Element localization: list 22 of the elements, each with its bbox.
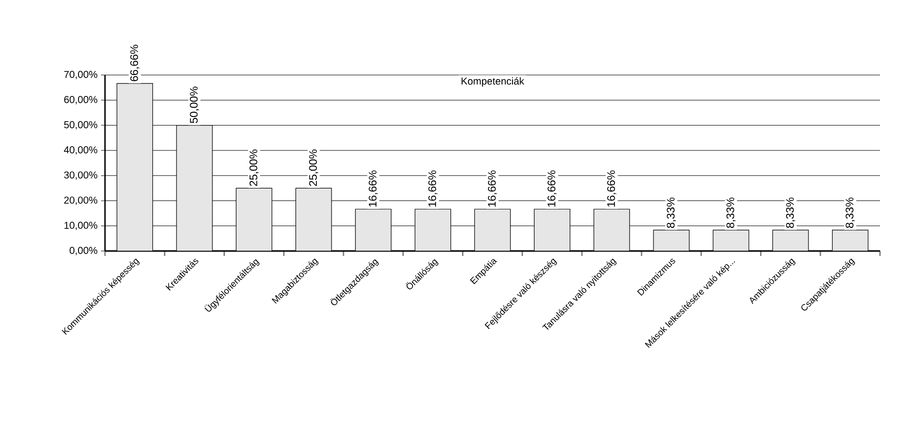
data-label: 25,00% bbox=[309, 150, 318, 186]
data-label: 50,00% bbox=[190, 86, 199, 124]
y-tick-label: 10,00% bbox=[64, 222, 98, 230]
data-label: 16,66% bbox=[368, 170, 378, 207]
y-tick-label: 40,00% bbox=[64, 146, 98, 155]
y-tick-label: 20,00% bbox=[64, 196, 98, 205]
y-tick-label: 50,00% bbox=[64, 121, 98, 130]
data-label: 16,66% bbox=[548, 170, 557, 207]
data-label: 16,66% bbox=[607, 170, 616, 207]
data-label: 16,66% bbox=[488, 170, 498, 207]
y-tick-label: 60,00% bbox=[64, 96, 98, 104]
data-label: 16,66% bbox=[428, 170, 438, 207]
y-tick-label: 70,00% bbox=[64, 70, 98, 80]
data-label: 8,33% bbox=[666, 198, 676, 228]
data-label: 25,00% bbox=[249, 150, 259, 186]
data-label: 8,33% bbox=[726, 198, 736, 228]
y-tick-label: 0,00% bbox=[70, 246, 98, 256]
data-label: 66,66% bbox=[130, 44, 140, 82]
chart-title: Kompetenciák bbox=[462, 77, 524, 87]
y-tick-label: 30,00% bbox=[64, 171, 98, 180]
data-label: 8,33% bbox=[846, 198, 855, 228]
data-label: 8,33% bbox=[786, 198, 796, 228]
